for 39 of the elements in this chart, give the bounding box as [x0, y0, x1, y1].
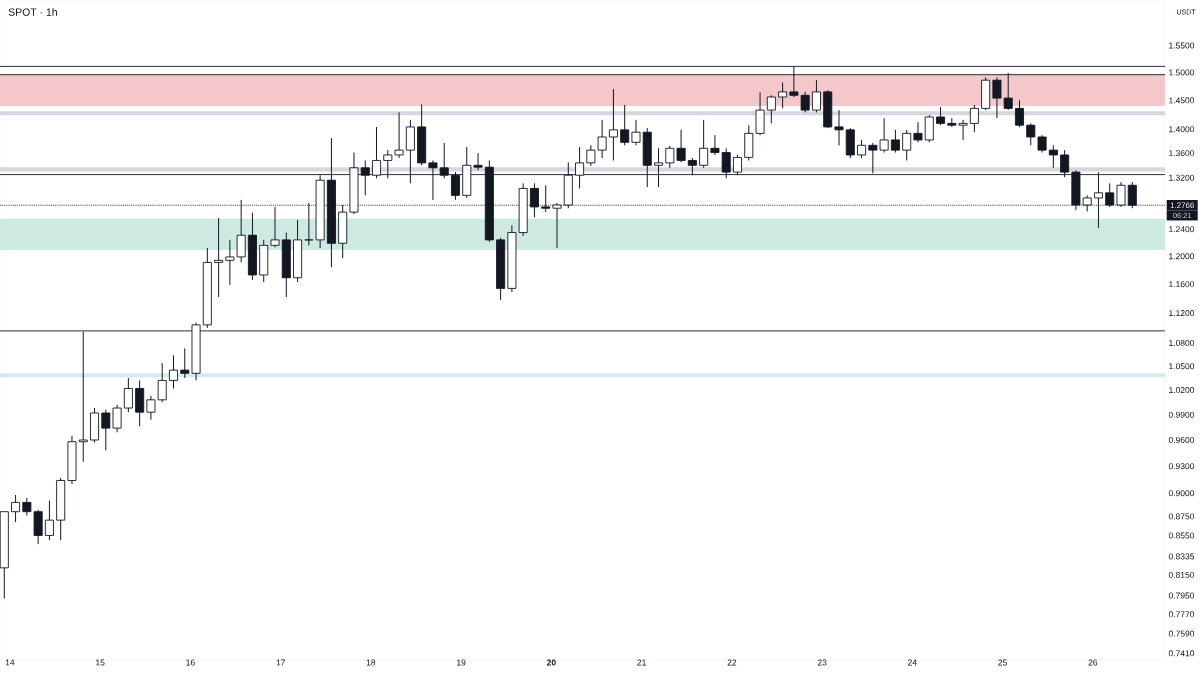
- y-tick-label: 0.7950: [1168, 592, 1195, 599]
- x-tick-label: 18: [366, 659, 376, 666]
- y-tick-label: 0.7410: [1168, 650, 1195, 657]
- y-tick-label: 1.4000: [1169, 126, 1195, 133]
- y-tick-label: 1.2400: [1169, 226, 1195, 233]
- x-tick-label: 17: [276, 659, 285, 666]
- y-tick-label: 1.0800: [1169, 340, 1195, 346]
- x-tick-label: 22: [727, 659, 737, 666]
- y-tick-label: 1.0500: [1169, 363, 1195, 370]
- x-tick-label: 26: [1088, 659, 1098, 666]
- y-tick-label: 0.9600: [1168, 437, 1195, 444]
- x-tick-label: 15: [96, 659, 105, 666]
- x-tick-label: 21: [637, 659, 646, 666]
- y-tick-label: 1.0200: [1169, 387, 1195, 394]
- y-tick-label: 0.8750: [1168, 513, 1195, 520]
- x-tick-label: 20: [546, 659, 556, 666]
- x-tick-label: 24: [908, 659, 917, 666]
- y-tick-label: 1.1600: [1169, 281, 1195, 288]
- y-tick-label: 1.3600: [1169, 150, 1195, 157]
- y-tick-label: 0.9000: [1168, 490, 1195, 497]
- x-tick-label: 16: [186, 659, 195, 666]
- y-tick-label: 1.4500: [1169, 97, 1195, 104]
- x-tick-label: 25: [998, 659, 1007, 666]
- x-tick-label: 23: [817, 659, 827, 666]
- y-tick-label: 1.5000: [1169, 69, 1195, 76]
- text: SPOT · 1h: [8, 8, 57, 16]
- y-tick-label: 1.2000: [1169, 253, 1195, 260]
- x-tick-label: 14: [5, 659, 15, 666]
- y-tick-label: 1.3200: [1169, 174, 1195, 181]
- y-tick-label: 0.8150: [1168, 571, 1195, 578]
- y-tick-label: 1.5500: [1169, 42, 1195, 49]
- y-tick-label: 1.1200: [1169, 310, 1195, 317]
- y-tick-label: 0.8335: [1168, 553, 1195, 560]
- y-tick-label: 0.8550: [1168, 532, 1195, 539]
- x-tick-label: 19: [457, 659, 466, 666]
- y-tick-label: 0.7770: [1168, 611, 1195, 618]
- y-tick-label: 0.9900: [1168, 411, 1195, 418]
- y-tick-label: 0.9300: [1168, 463, 1195, 470]
- y-tick-label: 0.7590: [1168, 630, 1195, 637]
